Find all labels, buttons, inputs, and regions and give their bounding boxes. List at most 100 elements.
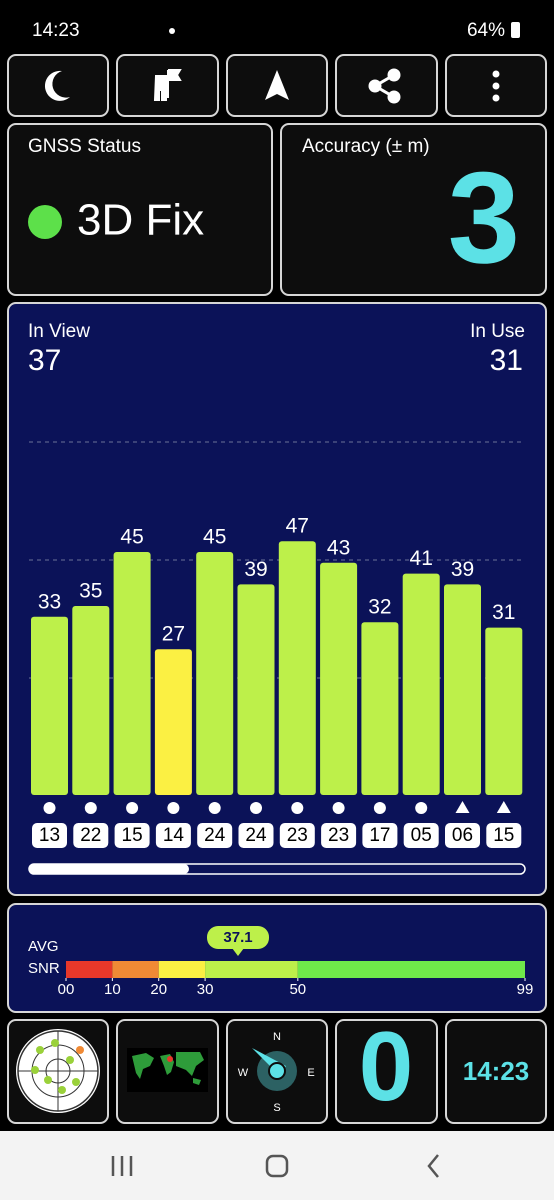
constellation-marker (496, 801, 511, 813)
sat-id-box (486, 823, 522, 848)
constellation-marker (43, 802, 56, 814)
sat-id: 15 (493, 825, 514, 846)
notification-dot (169, 28, 175, 34)
gnss-title: GNSS Status (28, 136, 141, 157)
in-use-label: In Use (470, 321, 525, 342)
snr-band (158, 961, 206, 978)
snr-band (112, 961, 159, 978)
sat-id-box (279, 823, 315, 848)
constellation-marker (415, 802, 428, 814)
accuracy-title: Accuracy (± m) (302, 136, 430, 157)
avg-value: 37.1 (223, 929, 252, 946)
snr-tick-label: 00 (58, 981, 75, 998)
sat-id-box (197, 823, 233, 848)
constellation-marker (167, 802, 180, 814)
snr-scale: 00 10 20 30 50 99 37.1 (58, 926, 533, 998)
signal-bar (237, 584, 275, 795)
share-button[interactable] (335, 54, 438, 117)
snr-label: SNR (28, 960, 60, 977)
signal-label: 47 (286, 515, 309, 538)
in-view: 37 (28, 344, 61, 377)
sat-id: 15 (122, 825, 143, 846)
signal-label: 33 (38, 590, 61, 613)
share-icon (368, 68, 401, 104)
compass-e: E (307, 1067, 314, 1079)
signal-chart: 33 13 35 22 45 15 27 14 45 24 39 24 47 23 43 23 32 17 41 05… (31, 515, 523, 848)
nav-buttons (111, 1154, 439, 1178)
sat-id: 13 (39, 825, 60, 846)
constellation-marker (455, 801, 470, 813)
scroll-thumb[interactable] (29, 864, 189, 874)
signal-label: 45 (120, 526, 143, 549)
constellation-marker (250, 802, 262, 814)
compass-s: S (273, 1102, 280, 1114)
moon-icon (44, 70, 70, 101)
signal-bar (196, 552, 234, 795)
constellation-marker (84, 802, 97, 814)
fix-indicator (28, 205, 62, 239)
constellation-marker (373, 802, 386, 814)
sat-id-box (403, 823, 439, 848)
snr-tick-label: 20 (150, 981, 167, 998)
signal-bar (320, 562, 358, 795)
signal-bar (154, 649, 192, 795)
home-button[interactable] (265, 1154, 289, 1178)
accuracy-panel (280, 123, 547, 296)
world-map-icon (127, 1048, 208, 1092)
snr-panel (7, 903, 547, 1013)
accuracy-value: 3 (448, 144, 520, 290)
avg-label: AVG (28, 938, 59, 955)
sat-id: 23 (287, 825, 308, 846)
fix-status: 3D Fix (77, 196, 204, 245)
sky-view-icon (16, 1029, 100, 1113)
in-view-label: In View (28, 321, 90, 342)
gnss-panel (7, 123, 273, 296)
constellation-marker (126, 802, 139, 814)
in-use: 31 (490, 344, 523, 377)
snr-tick-label: 30 (197, 981, 214, 998)
signal-label: 39 (451, 558, 474, 581)
night-button[interactable] (7, 54, 109, 117)
sat-id-box (445, 823, 480, 848)
compass-hub (268, 1062, 286, 1080)
sat-id-box (238, 823, 274, 848)
speed-button[interactable] (335, 1019, 438, 1124)
arrow-icon (265, 70, 289, 100)
constellation-marker (291, 802, 304, 814)
sat-id-box (32, 823, 67, 848)
signal-label: 43 (327, 536, 350, 559)
constellation-marker (332, 802, 345, 814)
person-icon (153, 69, 182, 101)
avg-bubble (207, 926, 270, 949)
sat-id-box (114, 823, 150, 848)
signal-bar (485, 627, 523, 795)
signal-bar (278, 541, 316, 795)
clock-button[interactable] (445, 1019, 547, 1124)
sat-id-box (73, 823, 109, 848)
back-button[interactable] (427, 1154, 439, 1178)
sat-id: 06 (452, 825, 473, 846)
signal-label: 35 (79, 580, 102, 603)
signal-label: 45 (203, 526, 226, 549)
signal-label: 41 (410, 547, 433, 570)
sat-id: 24 (245, 825, 267, 846)
recent-button[interactable] (111, 1156, 133, 1176)
snr-tick-label: 50 (289, 981, 306, 998)
signal-label: 39 (244, 558, 267, 581)
sat-id: 17 (369, 825, 390, 846)
snr-tick-label: 10 (104, 981, 121, 998)
signal-bar (72, 606, 110, 795)
sat-id: 22 (80, 825, 101, 846)
status-time: 14:23 (32, 20, 80, 41)
signal-label: 32 (368, 596, 391, 619)
signal-bar (361, 622, 399, 795)
compass-w: W (238, 1067, 249, 1079)
signal-bar (113, 552, 151, 795)
sat-id-box (321, 823, 357, 848)
clock: 14:23 (463, 1056, 530, 1086)
snr-band (297, 961, 525, 978)
constellation-marker (208, 802, 221, 814)
battery: 64% (467, 20, 505, 41)
avg-pointer (232, 948, 245, 956)
snr-band (205, 961, 298, 978)
